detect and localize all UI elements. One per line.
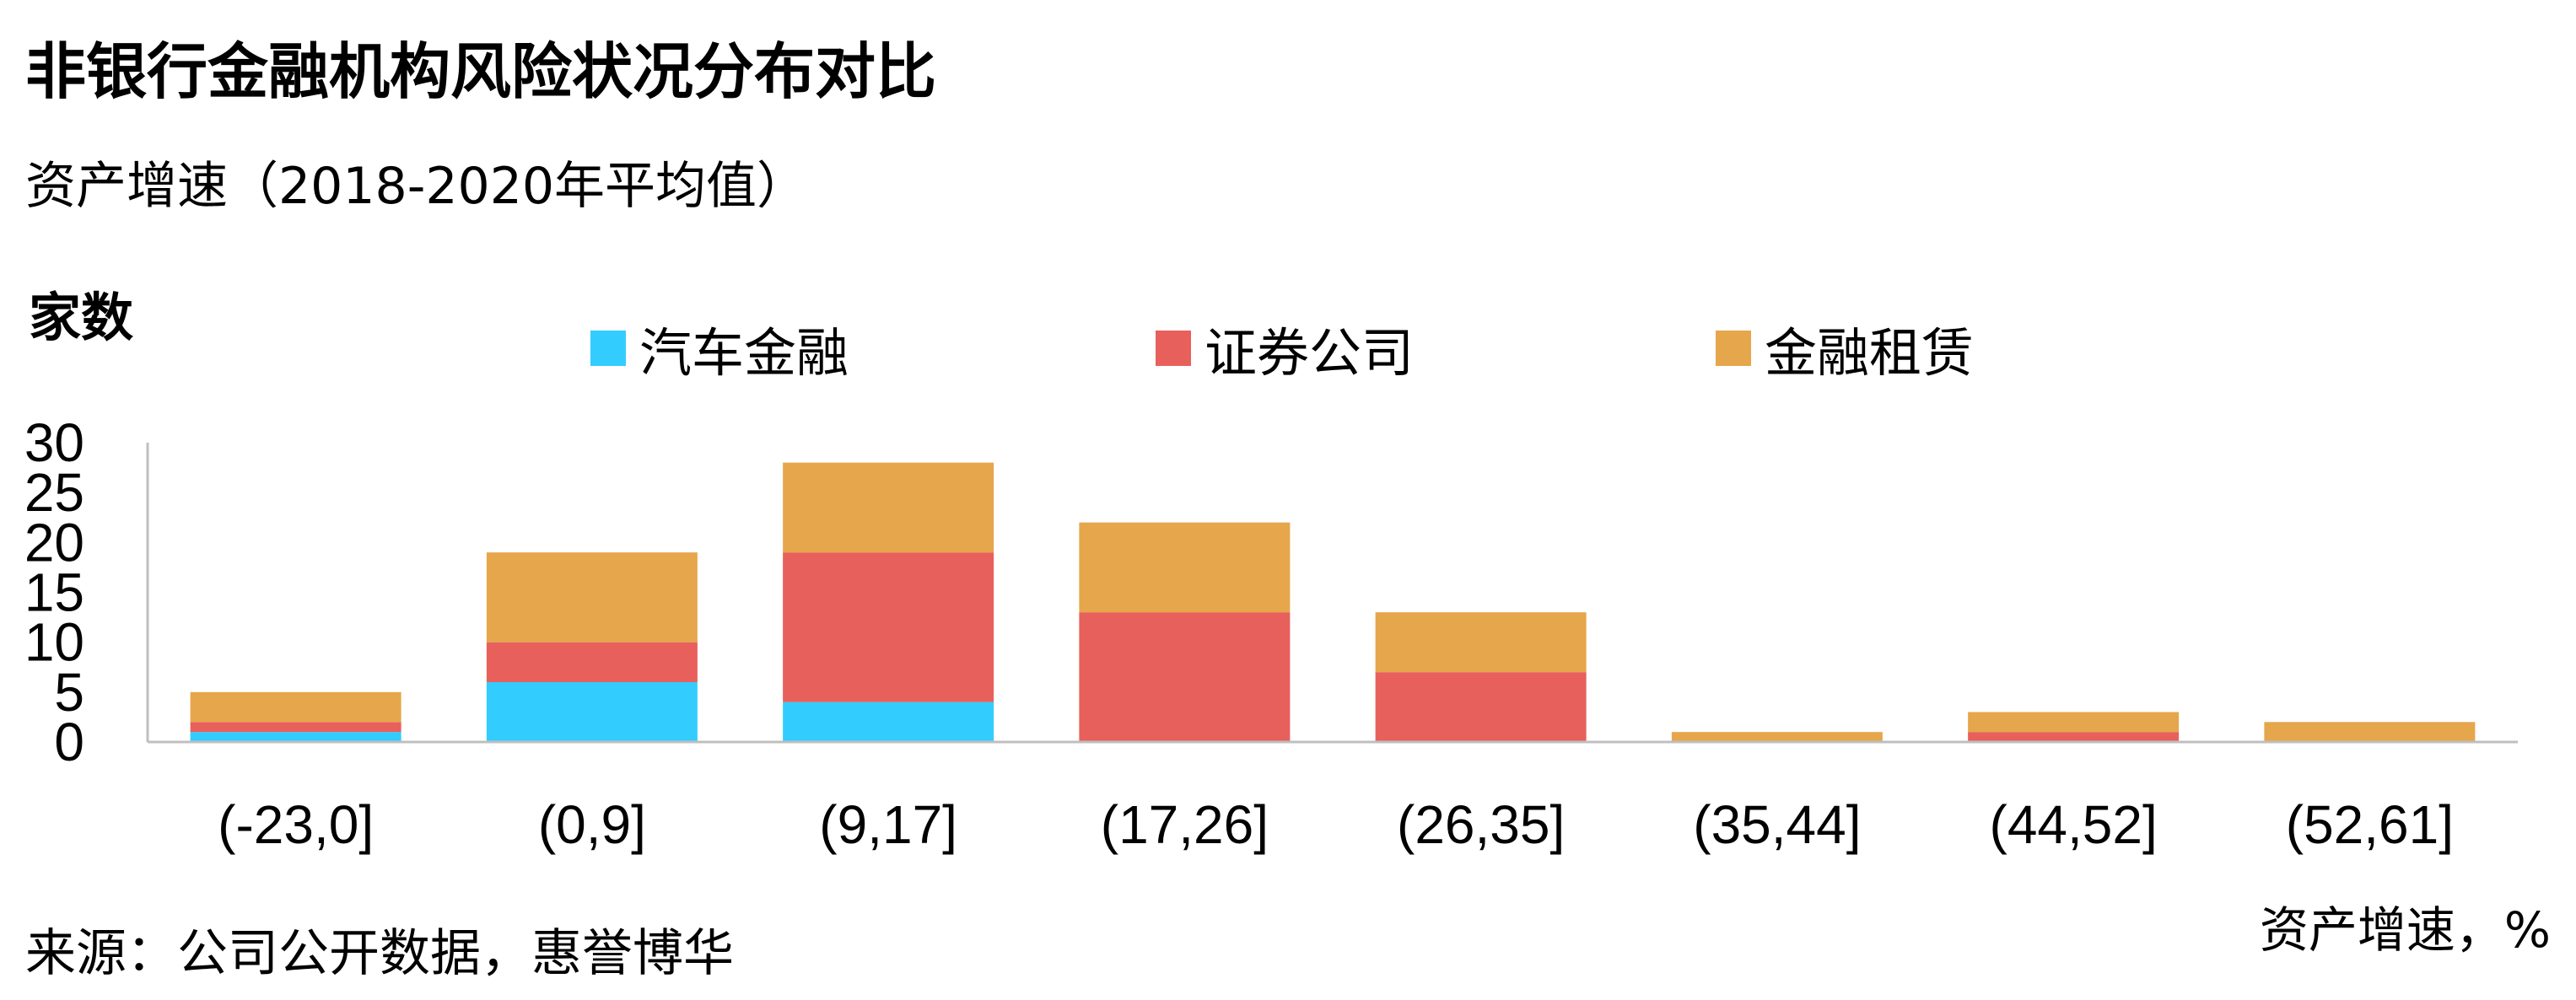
bar-segment — [1375, 612, 1587, 673]
bar-segment — [486, 682, 698, 742]
y-tick-label: 0 — [54, 712, 84, 772]
bar-segment — [1079, 522, 1291, 613]
bar-segment — [783, 462, 994, 553]
x-tick-label: (0,9] — [538, 794, 646, 855]
x-tick-label: (44,52] — [1990, 794, 2158, 855]
bar-segment — [1968, 712, 2180, 733]
legend-swatch-financial-leasing — [1716, 331, 1751, 366]
x-tick-label: (9,17] — [819, 794, 957, 855]
bar-segment — [190, 732, 401, 742]
bar-segment — [1079, 612, 1291, 742]
y-tick-label: 10 — [24, 612, 84, 673]
y-tick-label: 20 — [24, 512, 84, 573]
chart-title: 非银行金融机构风险状况分布对比 — [25, 36, 937, 107]
source-note: 来源：公司公开数据，惠誉博华 — [25, 924, 734, 983]
bar-segment — [486, 552, 698, 642]
bar-segment — [783, 702, 994, 742]
bar-segment — [2264, 722, 2476, 742]
y-tick-label: 25 — [24, 462, 84, 523]
x-tick-label: (26,35] — [1397, 794, 1565, 855]
legend-label-securities: 证券公司 — [1204, 322, 1415, 384]
legend-item-securities: 证券公司 — [1156, 319, 1414, 384]
legend-item-financial-leasing: 金融租赁 — [1716, 319, 1974, 384]
legend-swatch-auto-finance — [590, 331, 626, 366]
legend-item-auto-finance: 汽车金融 — [590, 319, 849, 384]
x-tick-label: (17,26] — [1101, 794, 1269, 855]
bar-segment — [486, 642, 698, 682]
y-tick-label: 5 — [54, 662, 84, 723]
bar-segment — [190, 722, 401, 733]
x-tick-label: (35,44] — [1693, 794, 1861, 855]
y-axis-label: 家数 — [29, 287, 134, 348]
legend-label-auto-finance: 汽车金融 — [639, 322, 849, 384]
y-tick-label: 30 — [24, 412, 84, 473]
bar-segment — [190, 691, 401, 723]
bar-segment — [783, 552, 994, 702]
bar-segment — [1375, 672, 1587, 742]
legend-label-financial-leasing: 金融租赁 — [1765, 322, 1975, 384]
bar-segment — [1968, 732, 2180, 742]
bar-segment — [1671, 732, 1883, 742]
legend-swatch-securities — [1156, 331, 1191, 366]
y-tick-label: 15 — [24, 562, 84, 623]
chart-subtitle: 资产增速（2018-2020年平均值） — [25, 157, 808, 216]
x-tick-label: (52,61] — [2286, 794, 2454, 855]
x-tick-label: (-23,0] — [218, 794, 374, 855]
x-axis-label: 资产增速，% — [2259, 901, 2551, 959]
